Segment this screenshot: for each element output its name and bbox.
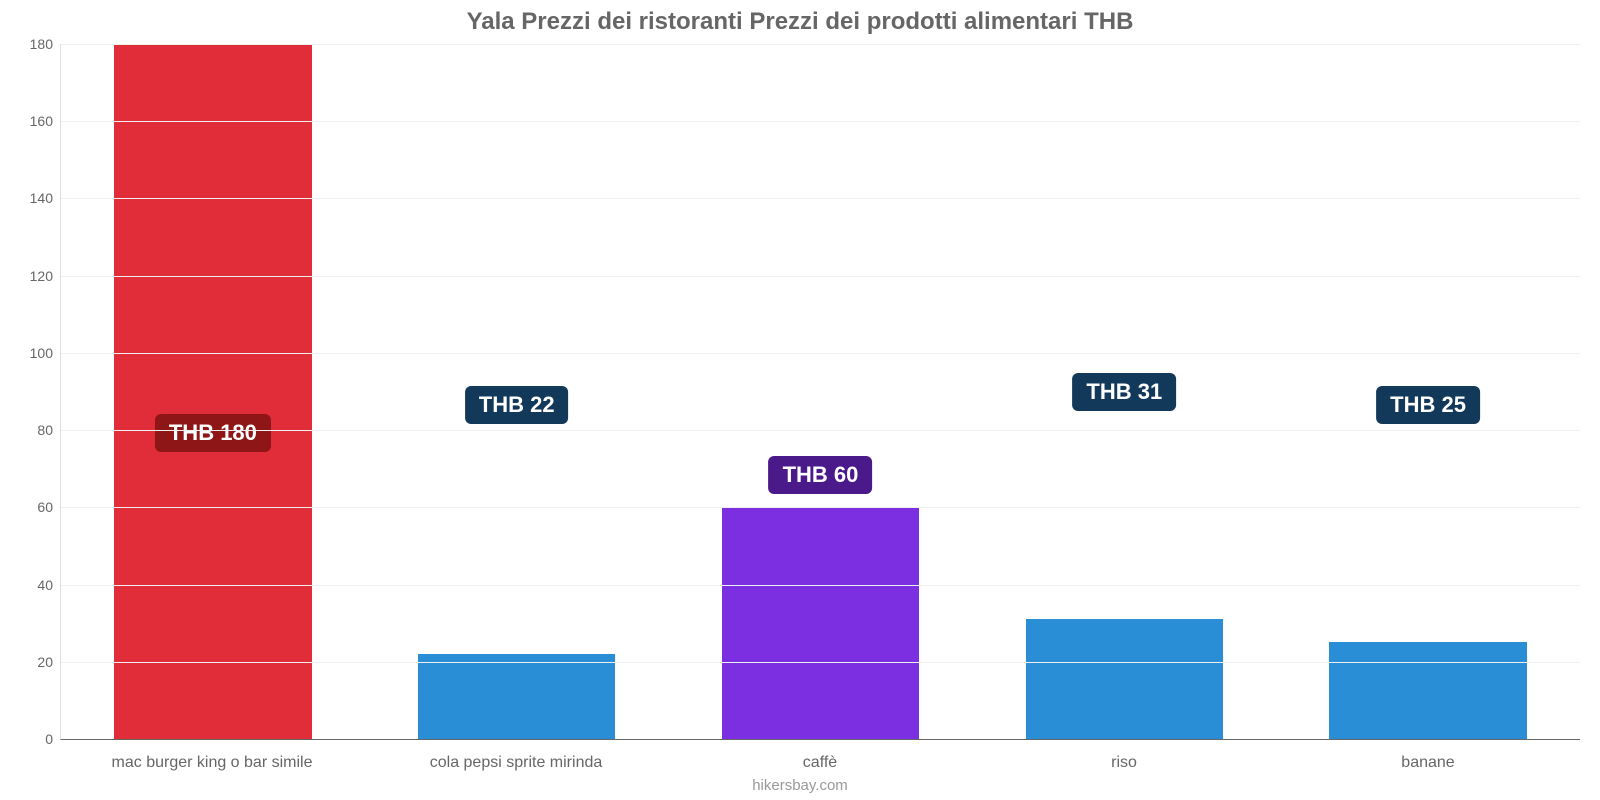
bar-slot: THB 22: [365, 44, 669, 739]
bar: [114, 44, 311, 739]
credit-text: hikersbay.com: [0, 777, 1600, 794]
x-axis-label: banane: [1276, 754, 1580, 772]
gridline: [61, 121, 1580, 122]
bars-group: THB 180 THB 22 THB 60 THB 31 THB 25: [61, 44, 1580, 739]
bar-slot: THB 60: [669, 44, 973, 739]
bar: [1026, 619, 1223, 739]
gridline: [61, 353, 1580, 354]
bar: [418, 654, 615, 739]
y-tick-label: 140: [30, 190, 61, 206]
badge-layer: THB 25: [1276, 44, 1580, 739]
y-tick-label: 100: [30, 345, 61, 361]
gridline: [61, 430, 1580, 431]
y-tick-label: 180: [30, 36, 61, 52]
chart-title: Yala Prezzi dei ristoranti Prezzi dei pr…: [0, 8, 1600, 36]
gridline: [61, 507, 1580, 508]
x-axis-label: mac burger king o bar simile: [60, 754, 364, 772]
x-axis-label: riso: [972, 754, 1276, 772]
bar-slot: THB 25: [1276, 44, 1580, 739]
value-badge: THB 25: [1376, 386, 1480, 424]
y-tick-label: 60: [37, 499, 61, 515]
y-tick-label: 120: [30, 268, 61, 284]
gridline: [61, 276, 1580, 277]
badge-layer: THB 22: [365, 44, 669, 739]
bar-slot: THB 180: [61, 44, 365, 739]
y-tick-label: 80: [37, 422, 61, 438]
plot-area: THB 180THB 22THB 60THB 31THB 25 02040608…: [60, 44, 1580, 740]
gridline: [61, 662, 1580, 663]
gridline: [61, 585, 1580, 586]
y-tick-label: 20: [37, 654, 61, 670]
bar: [722, 507, 919, 739]
value-badge: THB 22: [465, 386, 569, 424]
x-axis-label: caffè: [668, 754, 972, 772]
y-tick-label: 0: [45, 731, 61, 747]
bar-slot: THB 31: [972, 44, 1276, 739]
value-badge: THB 31: [1072, 373, 1176, 411]
chart-container: Yala Prezzi dei ristoranti Prezzi dei pr…: [0, 8, 1600, 800]
y-tick-label: 40: [37, 577, 61, 593]
gridline: [61, 44, 1580, 45]
bar: [1329, 642, 1526, 739]
gridline: [61, 198, 1580, 199]
y-tick-label: 160: [30, 113, 61, 129]
x-axis-labels: mac burger king o bar similecola pepsi s…: [60, 754, 1580, 772]
value-badge: THB 60: [769, 456, 873, 494]
x-axis-label: cola pepsi sprite mirinda: [364, 754, 668, 772]
